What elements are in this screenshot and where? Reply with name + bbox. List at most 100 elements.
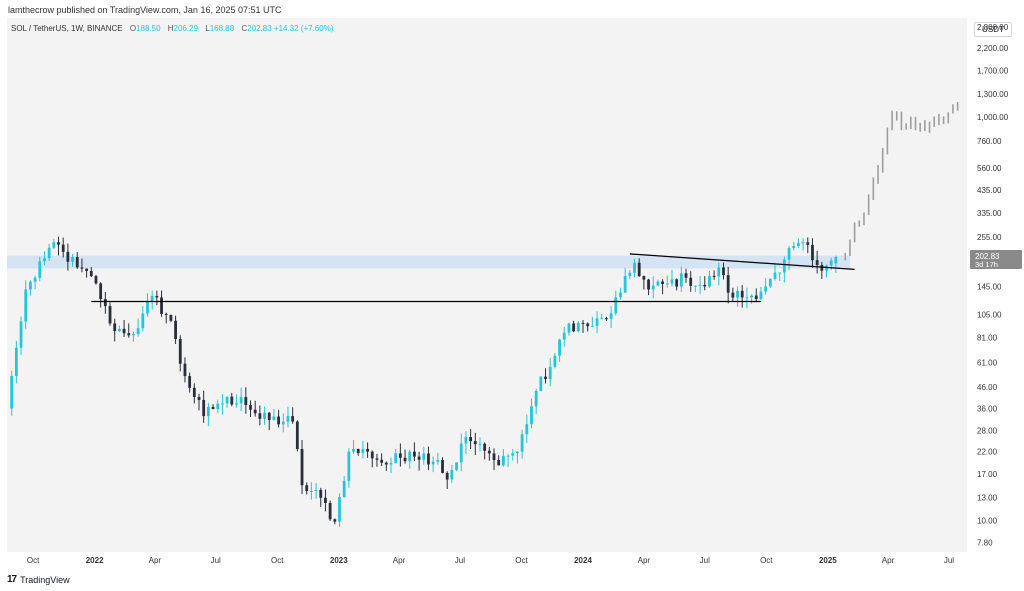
candle xyxy=(768,278,772,287)
candle xyxy=(712,275,716,277)
candle xyxy=(347,451,351,481)
price-tick-label: 46.00 xyxy=(977,383,998,392)
candle xyxy=(614,297,618,314)
candle xyxy=(183,363,187,377)
candle xyxy=(511,453,515,456)
candle xyxy=(600,318,604,320)
candle xyxy=(211,406,215,410)
candle xyxy=(188,376,192,388)
time-tick-label: 2023 xyxy=(330,556,348,565)
change-value: +14.32 (+7.60%) xyxy=(273,24,334,33)
candle xyxy=(801,242,805,244)
symbol-name: SOL / TetherUS, 1W, BINANCE xyxy=(11,24,123,33)
time-tick-label: Jul xyxy=(211,556,221,565)
candle xyxy=(342,480,346,498)
currency-label[interactable]: USDT xyxy=(974,22,1012,37)
candle xyxy=(10,375,14,409)
candle xyxy=(567,323,571,333)
candle xyxy=(403,457,407,462)
candle xyxy=(178,339,182,364)
candle xyxy=(740,290,744,298)
time-tick-label: Apr xyxy=(393,556,406,565)
candle xyxy=(103,299,107,307)
candle xyxy=(24,289,28,322)
candle xyxy=(708,275,711,287)
candle xyxy=(548,366,552,380)
candle xyxy=(497,459,501,466)
candle xyxy=(581,322,585,324)
candle xyxy=(586,323,590,327)
candle xyxy=(384,462,388,465)
candle xyxy=(43,258,46,262)
open-label: O xyxy=(129,24,137,33)
candle xyxy=(431,461,435,465)
candle xyxy=(113,323,117,332)
low-value: 168.88 xyxy=(209,24,235,33)
price-tick-label: 28.00 xyxy=(977,427,998,436)
candle xyxy=(478,443,482,445)
candle xyxy=(731,292,735,298)
time-tick-label: Jul xyxy=(944,556,954,565)
candle xyxy=(309,490,313,492)
candle xyxy=(356,449,360,454)
price-tick-label: 22.00 xyxy=(977,448,998,457)
candle xyxy=(117,328,121,332)
tradingview-logo-icon: 17 xyxy=(7,574,17,585)
candle xyxy=(689,277,693,286)
current-price-badge xyxy=(970,249,1022,269)
candle xyxy=(492,453,496,460)
close-value: 202.83 xyxy=(247,24,272,33)
candle xyxy=(52,242,56,248)
candle xyxy=(722,267,725,276)
candle xyxy=(834,256,838,264)
descending-trendline xyxy=(629,253,855,271)
price-tick-label: 17.00 xyxy=(977,470,998,479)
candle xyxy=(656,281,660,286)
time-axis[interactable] xyxy=(7,552,967,568)
candle xyxy=(745,297,749,299)
candle xyxy=(642,276,646,280)
price-tick-label: 10.00 xyxy=(977,517,998,526)
price-tick-label: 145.00 xyxy=(977,282,1002,291)
candle xyxy=(80,267,84,269)
candle xyxy=(553,355,557,367)
time-tick-label: Oct xyxy=(515,556,528,565)
candle xyxy=(75,257,79,268)
candle xyxy=(675,279,679,287)
candle xyxy=(633,262,636,273)
candle xyxy=(216,403,220,410)
time-tick-label: Oct xyxy=(760,556,773,565)
candle xyxy=(89,270,93,277)
price-tick-label: 81.00 xyxy=(977,333,998,342)
candle xyxy=(422,453,426,460)
candle xyxy=(750,295,753,298)
candle xyxy=(277,416,281,425)
tradingview-branding[interactable]: 17 TradingView xyxy=(7,574,70,585)
candle xyxy=(665,283,669,285)
price-tick-label: 560.00 xyxy=(977,164,1002,173)
candle xyxy=(797,242,800,246)
candle xyxy=(726,275,730,293)
price-axis[interactable] xyxy=(968,18,1024,552)
candle xyxy=(300,449,304,486)
candle xyxy=(150,295,154,302)
candle xyxy=(469,437,473,442)
time-tick-label: Oct xyxy=(271,556,284,565)
candle xyxy=(389,463,393,465)
candle xyxy=(281,421,285,425)
candle xyxy=(736,290,739,298)
candle xyxy=(132,334,135,336)
candle xyxy=(174,320,177,340)
candle xyxy=(14,347,18,376)
chart-pane[interactable] xyxy=(7,18,967,552)
time-tick-label: Apr xyxy=(882,556,895,565)
bar-countdown-label: 3d 17h xyxy=(975,260,998,269)
candle xyxy=(576,322,580,332)
time-tick-label: Apr xyxy=(149,556,162,565)
candle xyxy=(539,376,543,391)
candle xyxy=(66,251,70,262)
candle xyxy=(375,458,379,460)
candle xyxy=(544,376,547,380)
candle xyxy=(670,279,674,284)
candle xyxy=(85,268,89,271)
